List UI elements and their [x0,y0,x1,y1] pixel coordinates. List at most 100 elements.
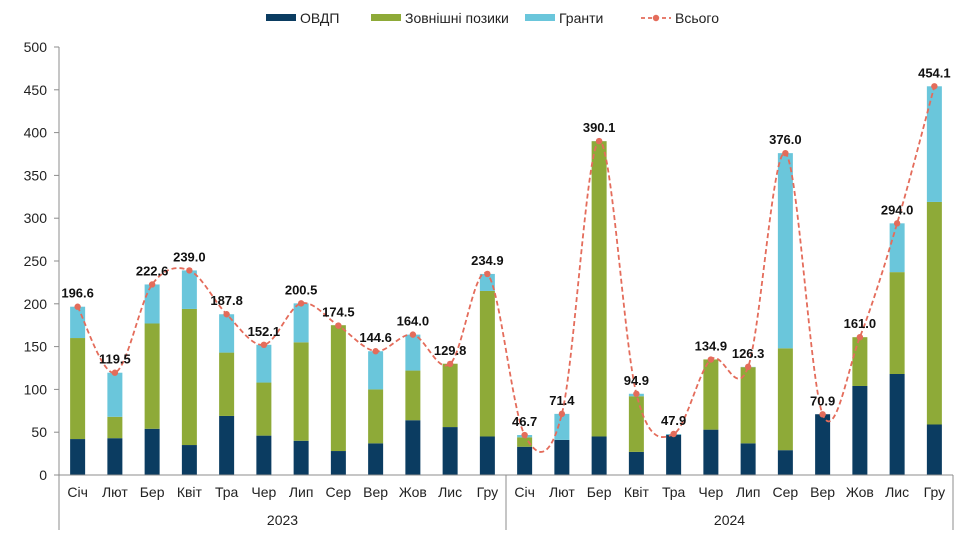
bar-segment-external-loans [219,352,235,416]
legend: ОВДП Зовнішні позики Гранти Всього [266,10,719,26]
y-tick-label: 300 [24,210,48,226]
bar-segment-external-loans [889,272,905,374]
bar-segment-external-loans [703,359,719,430]
total-point [633,390,640,397]
total-value-label: 144.6 [359,330,392,345]
x-tick-label: Лис [885,484,909,500]
bar-segment-grants [368,351,384,390]
total-point [260,341,268,349]
bar-segment-external-loans [628,396,644,452]
legend-label: Всього [675,10,719,26]
bar-segment-external-loans [591,141,607,437]
bar-segment-external-loans [70,338,86,440]
bar-segment-ovdp [293,440,309,475]
total-value-label: 119.5 [99,352,131,367]
bar-segment-external-loans [777,348,793,451]
total-value-label: 46.7 [512,414,537,429]
y-tick-label: 250 [24,253,48,269]
y-tick-label: 350 [24,167,48,183]
x-tick-label: Гру [924,484,945,500]
total-value-label: 174.5 [322,305,355,320]
total-point [819,411,826,418]
total-point [521,431,528,439]
x-group-label: 2023 [267,512,298,528]
x-tick-label: Лис [438,484,462,500]
total-point [782,149,789,157]
y-tick-label: 100 [24,381,48,397]
bar-segment-grants [70,306,86,339]
total-line [74,83,938,453]
total-point [148,281,156,288]
total-value-label: 164.0 [397,314,430,329]
bar-segment-external-loans [405,370,421,421]
total-value-label: 94.9 [624,373,649,388]
x-tick-label: Сер [326,484,352,500]
bar-segment-grants [256,344,272,383]
bar-segment-external-loans [256,382,272,436]
bar-segment-ovdp [368,443,384,475]
legend-swatch [371,14,401,21]
x-tick-label: Лют [549,484,575,500]
x-group-label: 2024 [714,512,745,528]
bar-segment-ovdp [554,439,570,475]
total-value-label: 71.4 [549,393,575,408]
x-tick-label: Жов [846,484,874,500]
y-tick-label: 0 [39,467,47,483]
bar-segment-ovdp [926,424,942,475]
x-tick-label: Лют [102,484,128,500]
total-point [186,267,193,274]
total-point [297,300,305,307]
bar-segment-grants [889,223,905,273]
bar-segment-grants [107,372,123,417]
bar-segment-grants [926,86,942,202]
bar-segment-ovdp [628,451,644,475]
bar-segment-external-loans [107,416,123,439]
bar-segment-ovdp [889,373,905,475]
total-point [670,430,677,438]
total-value-label: 390.1 [583,120,616,135]
x-tick-label: Бер [140,484,165,500]
bar-segment-ovdp [591,436,607,475]
bar-segment-ovdp [703,429,719,475]
bar-segment-grants [554,413,570,440]
bar-segment-ovdp [181,445,197,475]
bar-segment-ovdp [479,436,495,475]
total-value-label: 294.0 [881,202,914,217]
legend-marker [652,14,660,22]
bar-segment-ovdp [666,434,682,475]
total-value-label: 196.6 [61,286,94,301]
total-value-label: 234.9 [471,253,504,268]
bar-segment-ovdp [517,446,533,475]
total-point [372,348,379,355]
bar-segment-ovdp [107,438,123,475]
total-point [707,356,715,363]
bar-segment-ovdp [70,439,86,475]
bar-segment-external-loans [144,323,160,429]
bar-segment-external-loans [479,290,495,437]
x-tick-label: Січ [67,484,88,500]
bar-segment-ovdp [740,443,756,475]
y-tick-label: 500 [24,39,48,55]
bar-segment-external-loans [293,342,309,441]
x-axis: Січ Лют Бер Квіт Тра Чер Лип Сер Вер Жов Лис Гру Січ… [58,474,954,530]
bar-segment-ovdp [330,451,346,475]
y-tick-label: 150 [24,339,48,355]
total-value-label: 239.0 [173,249,206,264]
total-value-label: 152.1 [248,324,281,339]
y-tick-label: 450 [24,82,48,98]
x-tick-label: Січ [514,484,535,500]
y-tick-label: 50 [31,424,47,440]
total-point [484,270,491,278]
bar-segment-ovdp [777,450,793,475]
bar-segment-grants [144,284,160,324]
bar-segment-ovdp [852,385,868,475]
bar-segment-grants [293,303,309,343]
x-tick-label: Бер [587,484,612,500]
y-axis: 0 50 100 150 200 250 300 350 400 450 500 [24,39,60,483]
x-tick-label: Чер [698,484,723,500]
x-tick-label: Квіт [624,484,650,500]
total-value-label: 454.1 [918,65,951,80]
legend-swatch [525,14,555,21]
x-tick-label: Тра [215,484,239,500]
